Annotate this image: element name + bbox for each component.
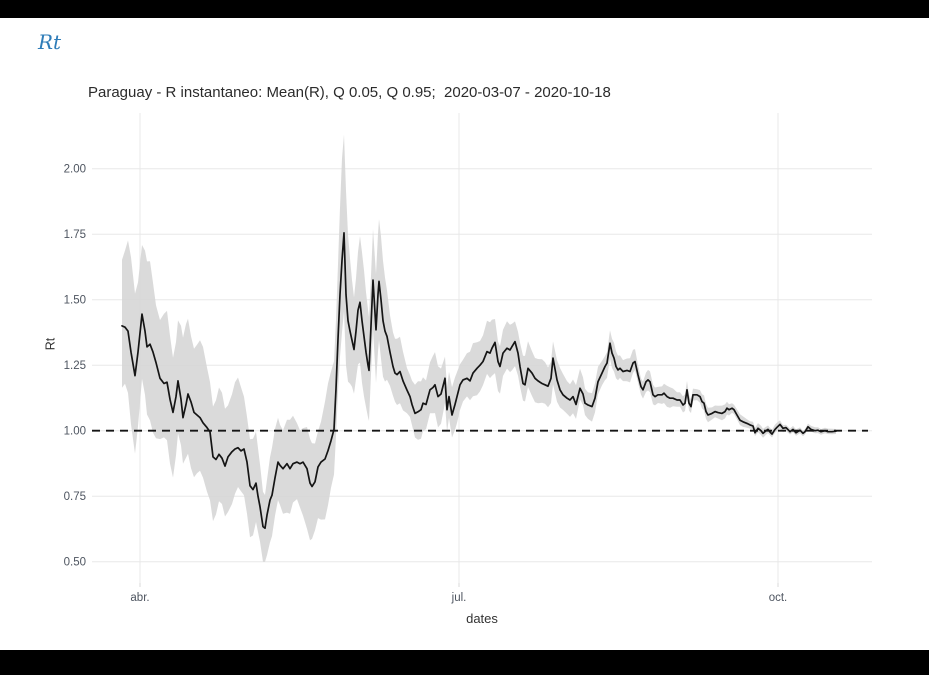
- x-axis-title: dates: [466, 611, 498, 626]
- y-tick-label: 1.00: [64, 426, 86, 438]
- top-letterbox-bar: [0, 0, 929, 18]
- confidence-band: [122, 134, 836, 562]
- y-tick-label: 2.00: [64, 164, 86, 176]
- tick-labels: 0.50 0.75 1.00 1.25 1.50 1.75 2.00 abr. jul. oct.: [64, 164, 788, 604]
- y-tick-label: 1.75: [64, 229, 86, 241]
- x-tick-label: abr.: [130, 592, 149, 604]
- x-tick-label: jul.: [451, 592, 467, 604]
- chart-title: Paraguay - R instantaneo: Mean(R), Q 0.0…: [88, 84, 611, 101]
- y-tick-label: 0.50: [64, 557, 86, 569]
- y-tick-label: 1.50: [64, 295, 86, 307]
- bottom-letterbox-bar: [0, 650, 929, 675]
- mean-line: [121, 232, 837, 530]
- y-tick-label: 1.25: [64, 360, 86, 372]
- y-axis-title: Rt: [43, 337, 58, 351]
- y-tick-label: 0.75: [64, 491, 86, 503]
- rt-heading: Rt: [38, 30, 62, 54]
- x-tick-label: oct.: [769, 592, 788, 604]
